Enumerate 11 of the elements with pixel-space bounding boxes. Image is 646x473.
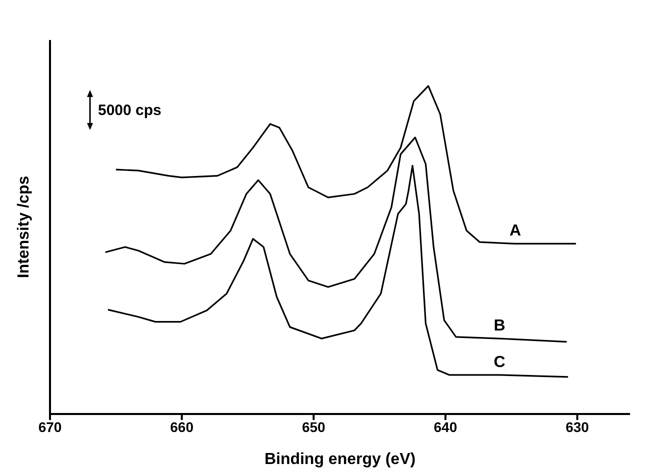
series-label: A — [510, 222, 522, 240]
x-axis-title: Binding energy (eV) — [264, 451, 416, 468]
x-tick-label: 650 — [302, 418, 326, 435]
x-tick-label: 640 — [434, 418, 458, 435]
x-tick-label: 630 — [566, 418, 590, 435]
x-tick-label: 670 — [38, 418, 62, 435]
series-label: C — [494, 354, 506, 371]
series-label: B — [494, 318, 506, 335]
y-axis-title: Intensity /cps — [16, 176, 32, 278]
x-tick-label: 660 — [170, 418, 194, 435]
annotation: 5000 cps — [98, 102, 162, 119]
